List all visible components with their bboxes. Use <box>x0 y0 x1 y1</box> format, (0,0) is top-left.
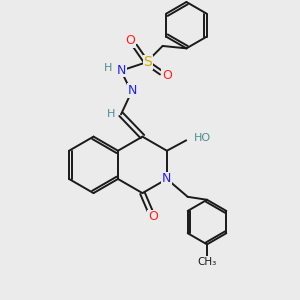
Text: N: N <box>117 64 126 76</box>
Text: CH₃: CH₃ <box>197 257 217 267</box>
Text: HO: HO <box>194 133 211 143</box>
Text: S: S <box>143 55 152 69</box>
Text: O: O <box>162 69 172 82</box>
Text: H: H <box>107 109 116 119</box>
Text: O: O <box>148 210 158 224</box>
Text: N: N <box>162 172 172 185</box>
Text: N: N <box>128 84 138 97</box>
Text: H: H <box>104 63 113 73</box>
Text: O: O <box>126 34 136 47</box>
